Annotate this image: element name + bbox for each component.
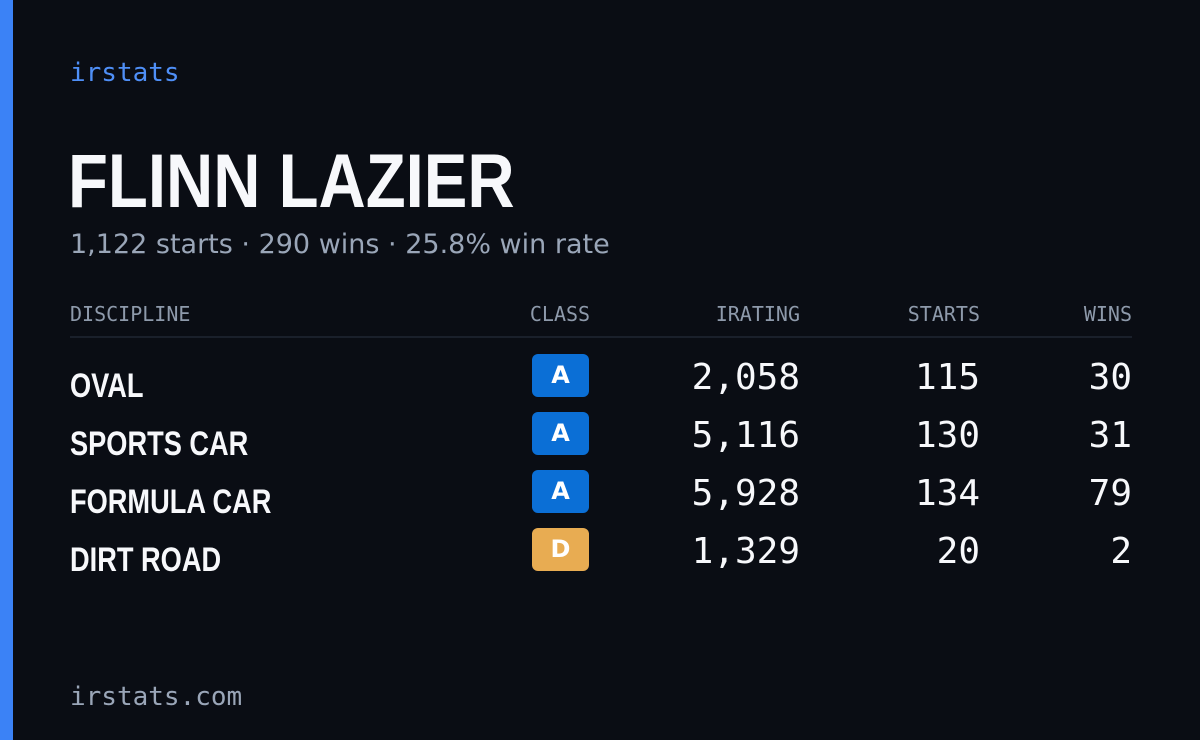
accent-bar: [0, 0, 13, 740]
table-row: DIRT ROAD D 1,329 20 2: [70, 528, 1132, 586]
table-row: SPORTS CAR A 5,116 130 31: [70, 412, 1132, 470]
wins-value: 79: [1088, 473, 1132, 514]
header-wins: WINS: [1083, 302, 1132, 326]
class-badge: D: [532, 528, 589, 571]
table-row: OVAL A 2,058 115 30: [70, 354, 1132, 412]
starts-value: 130: [914, 415, 980, 456]
header-irating: IRATING: [715, 302, 800, 326]
starts-value: 20: [936, 531, 980, 572]
irating-value: 2,058: [691, 357, 800, 398]
header-starts: STARTS: [907, 302, 980, 326]
wins-value: 30: [1088, 357, 1132, 398]
discipline-name: SPORTS CAR: [70, 425, 249, 463]
discipline-name: FORMULA CAR: [70, 483, 272, 521]
brand-logo[interactable]: irstats: [70, 58, 180, 88]
starts-value: 115: [914, 357, 980, 398]
wins-value: 2: [1110, 531, 1132, 572]
class-badge: A: [532, 470, 589, 513]
driver-name: FLINN LAZIER: [68, 139, 515, 224]
driver-summary: 1,122 starts · 290 wins · 25.8% win rate: [70, 229, 610, 260]
starts-value: 134: [914, 473, 980, 514]
class-badge: A: [532, 412, 589, 455]
table-row: FORMULA CAR A 5,928 134 79: [70, 470, 1132, 528]
header-discipline: DISCIPLINE: [70, 302, 191, 326]
footer-url[interactable]: irstats.com: [70, 682, 243, 712]
irating-value: 5,928: [691, 473, 800, 514]
stats-table: DISCIPLINE CLASS IRATING STARTS WINS OVA…: [70, 296, 1132, 579]
irating-value: 1,329: [691, 531, 800, 572]
wins-value: 31: [1088, 415, 1132, 456]
discipline-name: DIRT ROAD: [70, 541, 222, 579]
header-class: CLASS: [529, 302, 591, 326]
class-badge: A: [532, 354, 589, 397]
table-header-row: DISCIPLINE CLASS IRATING STARTS WINS: [70, 296, 1132, 338]
irating-value: 5,116: [691, 415, 800, 456]
discipline-name: OVAL: [70, 367, 144, 405]
